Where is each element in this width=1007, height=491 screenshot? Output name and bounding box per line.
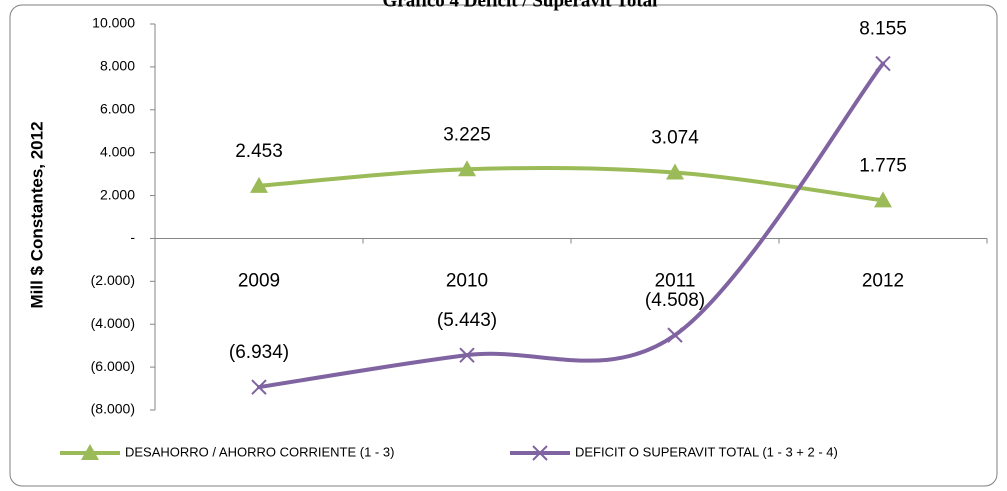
point-marker: [251, 379, 267, 395]
point-marker: [459, 347, 475, 363]
data-label: 3.074: [651, 128, 699, 149]
y-tick-label: (4.000): [91, 315, 135, 331]
x-tick-label: 2011: [655, 270, 696, 291]
x-tick-label: 2012: [862, 270, 904, 291]
point-marker: [667, 327, 683, 343]
data-label: 1.775: [859, 155, 907, 176]
point-marker: [250, 176, 268, 193]
legend-marker: [81, 444, 99, 460]
legend-label: DESAHORRO / AHORRO CORRIENTE (1 - 3): [125, 444, 394, 459]
data-label: 8.155: [859, 19, 907, 40]
chart-title: Gráfico 4 Deficit / Superavit Total: [383, 0, 658, 11]
point-marker: [874, 191, 892, 208]
y-tick-label: (8.000): [91, 401, 135, 417]
series-line: [257, 61, 885, 390]
data-label: (4.508): [645, 290, 705, 311]
data-label: (6.934): [229, 342, 289, 363]
y-tick-label: (2.000): [91, 272, 135, 288]
data-label: (5.443): [437, 310, 497, 331]
data-label: 2.453: [235, 141, 283, 162]
y-tick-label: 4.000: [100, 143, 135, 159]
y-tick-label: 10.000: [92, 15, 135, 31]
y-tick-label: -: [130, 229, 135, 245]
point-marker: [875, 55, 891, 72]
data-label: 3.225: [443, 124, 491, 145]
point-marker: [666, 163, 684, 180]
y-tick-label: 2.000: [100, 186, 135, 202]
legend-label: DEFICIT O SUPERAVIT TOTAL (1 - 3 + 2 - 4…: [575, 444, 838, 459]
y-tick-label: 8.000: [100, 58, 135, 74]
legend-marker: [532, 445, 548, 461]
y-tick-label: (6.000): [91, 358, 135, 374]
x-tick-label: 2010: [446, 270, 488, 291]
series-line: [257, 165, 885, 203]
x-tick-label: 2009: [238, 270, 280, 291]
y-axis-label: Mill $ Constantes, 2012: [27, 121, 46, 308]
chart-border: [9, 4, 998, 487]
y-tick-label: 6.000: [100, 100, 135, 116]
point-marker: [458, 160, 476, 177]
